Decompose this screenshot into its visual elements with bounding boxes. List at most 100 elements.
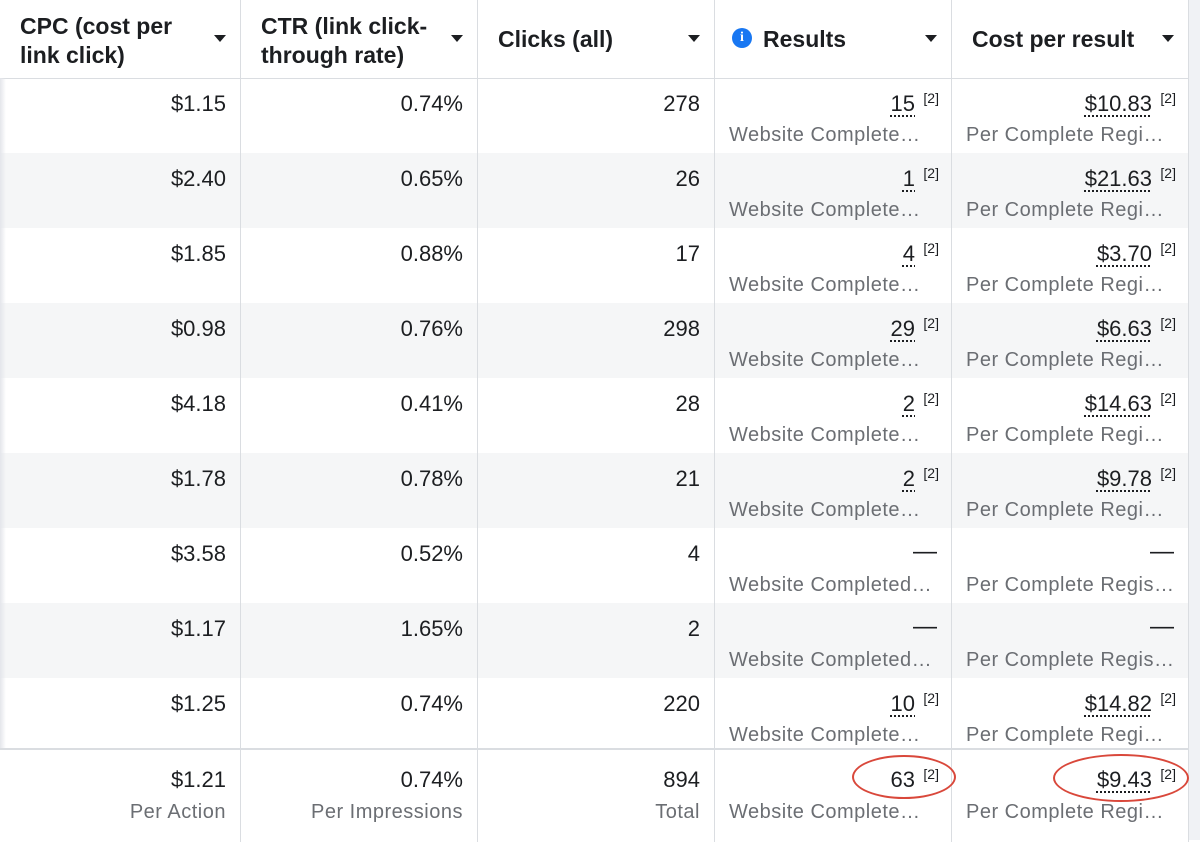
results-value[interactable]: 29: [890, 316, 915, 341]
table-row[interactable]: $3.58 0.52% 4 — Website Completed … — Per Comp…: [0, 528, 1200, 603]
footnote-marker: [2]: [923, 315, 939, 331]
clicks-value: 26: [675, 166, 700, 191]
total-clicks: 894: [663, 767, 700, 792]
clicks-value: 220: [663, 691, 700, 716]
ctr-value: 0.52%: [400, 541, 463, 566]
results-value[interactable]: 2: [902, 466, 915, 491]
cpc-value: $1.15: [170, 91, 226, 116]
results-type: Website Complete…: [729, 349, 921, 371]
col-header-clicks[interactable]: Clicks (all): [478, 0, 715, 78]
footnote-marker: [2]: [923, 690, 939, 706]
cost-per-result-value[interactable]: $14.63: [1084, 391, 1152, 416]
ctr-value: 0.76%: [400, 316, 463, 341]
scrollbar-track[interactable]: [1189, 0, 1200, 840]
col-header-clicks-label: Clicks (all): [498, 26, 614, 52]
results-value[interactable]: 15: [890, 91, 915, 116]
info-icon[interactable]: i: [732, 28, 752, 48]
table-row[interactable]: $1.85 0.88% 17 4 [2] Website Complete… $3.70 [2…: [0, 228, 1200, 303]
footnote-marker: [2]: [1160, 90, 1176, 106]
caret-down-icon[interactable]: [925, 35, 937, 42]
col-header-ctr-line2: through rate): [261, 42, 405, 68]
footnote-marker: [2]: [923, 390, 939, 406]
col-header-cpc-line2: link click): [20, 42, 125, 68]
cost-per-result-type: Per Complete Registr…: [966, 649, 1174, 671]
cost-per-result-type: Per Complete Regi…: [966, 499, 1164, 521]
clicks-value: 21: [675, 466, 700, 491]
cost-per-result-value[interactable]: $10.83: [1084, 91, 1152, 116]
cost-per-result-value[interactable]: $9.78: [1096, 466, 1152, 491]
cost-per-result-value[interactable]: $21.63: [1084, 166, 1152, 191]
cost-per-result-type: Per Complete Regi…: [966, 274, 1164, 296]
clicks-value: 298: [663, 316, 700, 341]
footnote-marker: [2]: [923, 465, 939, 481]
table-header: CPC (cost per link click) CTR (link clic…: [0, 0, 1200, 79]
results-value[interactable]: 4: [902, 241, 915, 266]
results-value: —: [913, 613, 937, 640]
ctr-value: 1.65%: [400, 616, 463, 641]
table-row[interactable]: $2.40 0.65% 26 1 [2] Website Complete… $21.63 […: [0, 153, 1200, 228]
ctr-value: 0.74%: [400, 691, 463, 716]
ctr-value: 0.65%: [400, 166, 463, 191]
total-cost-per-result-sub: Per Complete Regi…: [966, 801, 1164, 823]
cost-per-result-type: Per Complete Regi…: [966, 424, 1164, 446]
table-row[interactable]: $4.18 0.41% 28 2 [2] Website Complete… $14.63 […: [0, 378, 1200, 453]
clicks-value: 2: [687, 616, 700, 641]
caret-down-icon[interactable]: [451, 35, 463, 42]
clicks-value: 17: [675, 241, 700, 266]
clicks-value: 4: [687, 541, 700, 566]
ctr-value: 0.78%: [400, 466, 463, 491]
highlight-circle: [1053, 754, 1189, 802]
cost-per-result-value: —: [1150, 613, 1174, 640]
footnote-marker: [2]: [1160, 690, 1176, 706]
cpc-value: $2.40: [170, 166, 226, 191]
total-cost-per-result[interactable]: $9.43: [1096, 767, 1152, 792]
footnote-marker: [2]: [923, 165, 939, 181]
cost-per-result-type: Per Complete Regi…: [966, 349, 1164, 371]
total-cpc-sub: Per Action: [129, 801, 226, 823]
results-type: Website Complete…: [729, 274, 921, 296]
caret-down-icon[interactable]: [688, 35, 700, 42]
table-row[interactable]: $1.15 0.74% 278 15 [2] Website Complete… $10.8…: [0, 78, 1200, 153]
total-clicks-sub: Total: [655, 801, 700, 823]
caret-down-icon[interactable]: [1162, 35, 1174, 42]
footnote-marker: [2]: [1160, 315, 1176, 331]
cost-per-result-value[interactable]: $6.63: [1096, 316, 1152, 341]
ctr-value: 0.88%: [400, 241, 463, 266]
footnote-marker: [2]: [923, 766, 939, 782]
totals-row: $1.21 Per Action 0.74% Per Impressions 8…: [0, 748, 1200, 842]
footnote-marker: [2]: [923, 90, 939, 106]
results-type: Website Complete…: [729, 124, 921, 146]
col-header-cost-per-result[interactable]: Cost per result: [952, 0, 1189, 78]
scroll-shadow: [0, 78, 6, 748]
ctr-value: 0.74%: [400, 91, 463, 116]
results-value: —: [913, 538, 937, 565]
footnote-marker: [2]: [923, 240, 939, 256]
col-header-cost-per-result-label: Cost per result: [972, 26, 1135, 52]
caret-down-icon[interactable]: [214, 35, 226, 42]
cost-per-result-value[interactable]: $3.70: [1096, 241, 1152, 266]
table-row[interactable]: $0.98 0.76% 298 29 [2] Website Complete… $6.63…: [0, 303, 1200, 378]
cpc-value: $0.98: [170, 316, 226, 341]
table-row[interactable]: $1.78 0.78% 21 2 [2] Website Complete… $9.78 [2…: [0, 453, 1200, 528]
results-value[interactable]: 10: [890, 691, 915, 716]
total-results[interactable]: 63: [890, 767, 915, 792]
table-row[interactable]: $1.25 0.74% 220 10 [2] Website Complete… $14.8…: [0, 678, 1200, 753]
results-type: Website Complete…: [729, 499, 921, 521]
cpc-value: $1.78: [170, 466, 226, 491]
cpc-value: $1.17: [170, 616, 226, 641]
cost-per-result-type: Per Complete Regi…: [966, 724, 1164, 746]
results-value[interactable]: 1: [902, 166, 915, 191]
col-header-results[interactable]: i Results: [715, 0, 952, 78]
cost-per-result-value[interactable]: $14.82: [1084, 691, 1152, 716]
table-row[interactable]: $1.17 1.65% 2 — Website Completed … — Per Comp…: [0, 603, 1200, 678]
col-header-cpc[interactable]: CPC (cost per link click): [0, 0, 241, 78]
results-type: Website Completed …: [729, 574, 937, 596]
col-header-ctr-line1: CTR (link click-: [261, 13, 428, 39]
clicks-value: 278: [663, 91, 700, 116]
results-value[interactable]: 2: [902, 391, 915, 416]
col-header-ctr[interactable]: CTR (link click- through rate): [241, 0, 478, 78]
footnote-marker: [2]: [1160, 165, 1176, 181]
results-type: Website Complete…: [729, 424, 921, 446]
ctr-value: 0.41%: [400, 391, 463, 416]
